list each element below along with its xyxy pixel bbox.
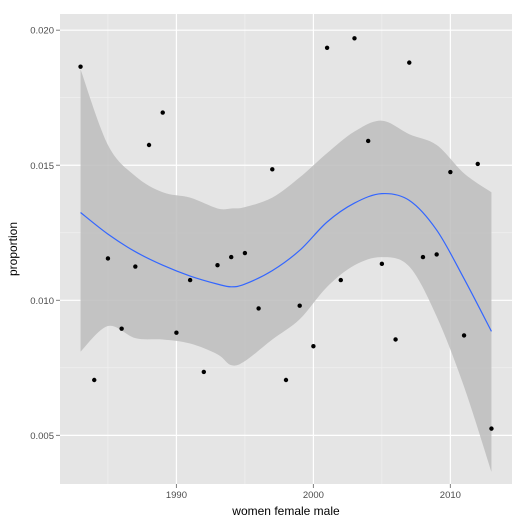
- confidence-ribbon: [80, 69, 492, 472]
- data-point: [78, 64, 83, 69]
- y-tick-label: 0.015: [30, 161, 54, 172]
- y-axis-ticks: 0.005 0.010 0.015 0.020: [30, 26, 60, 442]
- data-point: [146, 142, 152, 148]
- data-point: [434, 252, 439, 257]
- data-point: [270, 167, 275, 172]
- y-tick-label: 0.010: [30, 296, 54, 307]
- data-point: [448, 169, 453, 175]
- data-point: [160, 110, 165, 115]
- x-tick-label: 2000: [303, 490, 324, 501]
- data-point: [393, 337, 398, 342]
- data-point: [338, 277, 343, 283]
- data-point: [215, 263, 220, 268]
- data-point: [489, 426, 494, 431]
- data-point: [256, 306, 261, 311]
- data-point: [201, 369, 207, 375]
- data-point: [407, 60, 412, 65]
- data-point: [174, 330, 179, 335]
- y-axis-title: proportion: [6, 222, 20, 276]
- data-point: [379, 261, 385, 267]
- data-point: [242, 250, 248, 256]
- data-point: [324, 45, 330, 50]
- data-point: [283, 377, 289, 383]
- data-point: [119, 326, 124, 331]
- data-point: [420, 254, 426, 260]
- x-axis-ticks: 1990 2000 2010: [166, 484, 461, 501]
- data-point: [311, 344, 316, 349]
- data-point: [133, 264, 138, 269]
- data-point: [297, 303, 302, 308]
- data-point: [365, 138, 371, 144]
- data-points: [78, 36, 494, 431]
- data-point: [105, 256, 111, 261]
- data-point: [352, 36, 357, 41]
- x-tick-label: 1990: [166, 490, 187, 501]
- y-tick-label: 0.005: [30, 431, 54, 442]
- data-point: [187, 277, 193, 283]
- data-point: [92, 377, 97, 383]
- data-point: [229, 254, 234, 260]
- x-tick-label: 2010: [440, 490, 461, 501]
- x-axis-title: women female male: [231, 504, 340, 518]
- y-tick-label: 0.020: [30, 26, 54, 37]
- data-point: [475, 161, 480, 167]
- data-point: [461, 333, 467, 338]
- smooth-line: [80, 192, 492, 332]
